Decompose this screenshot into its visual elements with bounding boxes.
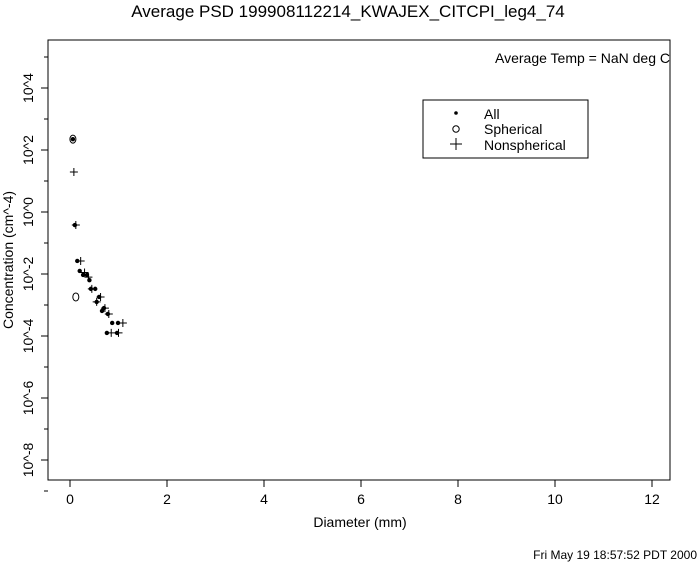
x-tick-label: 10 (547, 491, 563, 507)
point-nonspherical (104, 309, 113, 318)
y-tick-label: 10^-8 (20, 442, 36, 477)
y-axis-label: Concentration (cm^-4) (0, 191, 16, 329)
chart-title: Average PSD 199908112214_KWAJEX_CITCPI_l… (131, 2, 564, 21)
x-tick-label: 4 (260, 491, 268, 507)
legend-marker-spherical (452, 125, 460, 133)
x-tick-label: 8 (454, 491, 462, 507)
legend-box (422, 99, 589, 159)
x-axis-label: Diameter (mm) (313, 514, 406, 530)
legend-label-nonspherical: Nonspherical (484, 137, 566, 153)
y-tick-label: 10^0 (20, 197, 36, 227)
point-nonspherical (87, 284, 96, 293)
legend-marker-nonspherical (450, 138, 462, 150)
point-spherical (72, 292, 80, 302)
point-all (104, 330, 110, 336)
legend-marker-all (454, 111, 458, 115)
x-tick-label: 2 (163, 491, 171, 507)
legend-label-spherical: Spherical (484, 121, 542, 137)
point-nonspherical (84, 273, 93, 282)
point-nonspherical (107, 328, 116, 337)
x-tick-label: 0 (66, 491, 74, 507)
point-nonspherical (114, 328, 123, 337)
y-tick-label: 10^-6 (20, 380, 36, 415)
annotation-temp: Average Temp = NaN deg C (495, 50, 670, 66)
point-nonspherical (96, 292, 105, 301)
legend: All Spherical Nonspherical (422, 99, 589, 159)
legend-label-all: All (484, 106, 500, 122)
point-spherical (69, 134, 77, 144)
point-nonspherical (76, 256, 85, 265)
point-nonspherical (69, 168, 78, 177)
point-all (70, 136, 76, 142)
y-tick-label: 10^-2 (20, 256, 36, 291)
point-all (109, 320, 115, 326)
point-nonspherical (92, 297, 101, 306)
x-tick-label: 6 (357, 491, 365, 507)
point-all (87, 278, 92, 283)
y-tick-label: 10^-4 (20, 318, 36, 353)
point-nonspherical (100, 304, 109, 313)
footer-timestamp: Fri May 19 18:57:52 PDT 2000 (533, 548, 697, 562)
point-nonspherical (118, 318, 127, 327)
x-tick-label: 12 (644, 491, 660, 507)
point-all (115, 320, 121, 326)
point-nonspherical (80, 268, 89, 277)
point-nonspherical (71, 221, 80, 230)
plot-frame (47, 39, 671, 481)
y-tick-label: 10^4 (20, 73, 36, 103)
y-tick-label: 10^2 (20, 135, 36, 165)
